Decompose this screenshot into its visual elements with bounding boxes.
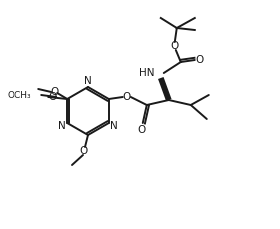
Text: O: O (171, 41, 179, 51)
Text: O: O (138, 125, 146, 135)
Text: O: O (48, 92, 56, 102)
Text: HN: HN (139, 68, 155, 78)
Text: O: O (123, 92, 131, 102)
Text: O: O (80, 146, 88, 156)
Text: OCH₃: OCH₃ (8, 90, 31, 99)
Text: O: O (196, 55, 204, 65)
Text: N: N (110, 121, 118, 131)
Text: N: N (84, 76, 92, 86)
Text: O: O (50, 87, 58, 97)
Text: N: N (58, 121, 66, 131)
